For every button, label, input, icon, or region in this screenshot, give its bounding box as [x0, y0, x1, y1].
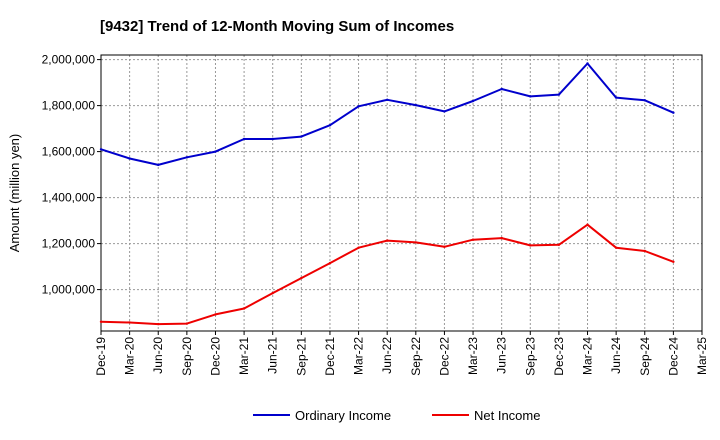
x-tick-label: Dec-24: [666, 337, 680, 376]
legend-item-ordinary-income: Ordinary Income: [253, 408, 391, 423]
series-line-ordinary-income: [100, 62, 674, 166]
data-point-net-income: [99, 320, 103, 323]
data-point-net-income: [300, 276, 303, 280]
y-axis-label: Amount (million yen): [7, 134, 22, 253]
x-tick-label: Mar-22: [352, 337, 366, 375]
data-point-net-income: [529, 244, 532, 247]
y-tick-label: 1,200,000: [42, 237, 96, 251]
x-tick-label: Sep-21: [294, 337, 308, 376]
data-point-ordinary-income: [242, 137, 246, 141]
data-point-ordinary-income: [500, 87, 503, 91]
data-point-ordinary-income: [414, 103, 417, 107]
data-point-net-income: [185, 322, 189, 325]
x-tick-label: Mar-21: [237, 337, 251, 375]
data-point-ordinary-income: [529, 95, 532, 98]
data-point-net-income: [643, 249, 646, 253]
x-tick-label: Jun-24: [609, 337, 623, 374]
x-tick-label: Jun-21: [266, 337, 280, 374]
x-tick-label: Dec-21: [323, 337, 337, 376]
data-point-net-income: [157, 322, 160, 326]
y-tick-label: 1,400,000: [42, 191, 96, 205]
data-point-ordinary-income: [300, 135, 303, 138]
data-point-ordinary-income: [357, 105, 360, 108]
data-point-net-income: [414, 241, 417, 244]
data-point-net-income: [328, 261, 332, 265]
x-tick-label: Dec-20: [208, 337, 222, 376]
chart-title: [9432] Trend of 12-Month Moving Sum of I…: [100, 18, 454, 35]
data-point-net-income: [242, 307, 246, 310]
data-point-ordinary-income: [185, 156, 189, 159]
x-axis-ticks: Dec-19 Mar-20 Jun-20 Sep-20 Dec-20 Mar-21 Jun-…: [94, 331, 709, 376]
x-tick-label: Mar-20: [123, 337, 137, 375]
x-tick-label: Jun-22: [380, 337, 394, 374]
data-point-ordinary-income: [471, 99, 475, 103]
legend-label-net-income: Net Income: [474, 408, 540, 423]
data-point-ordinary-income: [328, 124, 332, 127]
x-tick-label: Mar-23: [466, 337, 480, 375]
data-point-ordinary-income: [672, 111, 675, 114]
x-tick-label: Dec-23: [552, 337, 566, 376]
x-tick-label: Dec-22: [437, 337, 451, 376]
x-tick-label: Sep-23: [523, 337, 537, 376]
x-tick-label: Jun-20: [151, 337, 165, 374]
data-point-ordinary-income: [643, 99, 646, 102]
data-point-ordinary-income: [443, 110, 446, 113]
data-point-ordinary-income: [557, 93, 561, 96]
data-point-ordinary-income: [271, 137, 274, 141]
data-point-ordinary-income: [99, 148, 103, 151]
x-tick-label: Mar-24: [581, 337, 595, 375]
x-tick-label: Sep-22: [409, 337, 423, 376]
data-point-ordinary-income: [128, 157, 131, 160]
data-point-ordinary-income: [586, 62, 589, 65]
data-point-net-income: [271, 291, 274, 295]
data-point-net-income: [614, 246, 618, 249]
data-point-net-income: [557, 243, 561, 246]
data-point-net-income: [386, 239, 389, 242]
data-point-ordinary-income: [157, 163, 160, 167]
y-axis-ticks: 1,000,000 1,200,000 1,400,000 1,600,000 1,80…: [42, 53, 101, 297]
x-tick-label: Jun-23: [495, 337, 509, 374]
data-point-net-income: [214, 313, 217, 316]
y-tick-label: 1,600,000: [42, 145, 96, 159]
data-point-net-income: [443, 245, 446, 248]
series-lines: [99, 62, 675, 326]
data-point-net-income: [357, 246, 360, 249]
data-point-ordinary-income: [614, 96, 618, 99]
x-tick-label: Mar-25: [695, 337, 709, 375]
legend-item-net-income: Net Income: [432, 408, 540, 423]
x-tick-label: Sep-24: [638, 337, 652, 376]
data-point-ordinary-income: [386, 98, 389, 102]
legend-label-ordinary-income: Ordinary Income: [295, 408, 391, 423]
y-tick-label: 1,800,000: [42, 99, 96, 113]
plot-area-frame: [100, 54, 703, 332]
x-tick-label: Sep-20: [180, 337, 194, 376]
data-point-net-income: [471, 238, 475, 241]
y-tick-label: 2,000,000: [42, 53, 96, 67]
legend: Ordinary Income Net Income: [253, 408, 540, 423]
data-point-net-income: [672, 260, 675, 263]
data-point-net-income: [586, 223, 589, 226]
grid-lines: [101, 55, 702, 331]
data-point-net-income: [500, 236, 503, 240]
y-tick-label: 1,000,000: [42, 283, 96, 297]
data-point-ordinary-income: [214, 150, 217, 153]
data-point-net-income: [128, 321, 131, 324]
x-tick-label: Dec-19: [94, 337, 108, 376]
